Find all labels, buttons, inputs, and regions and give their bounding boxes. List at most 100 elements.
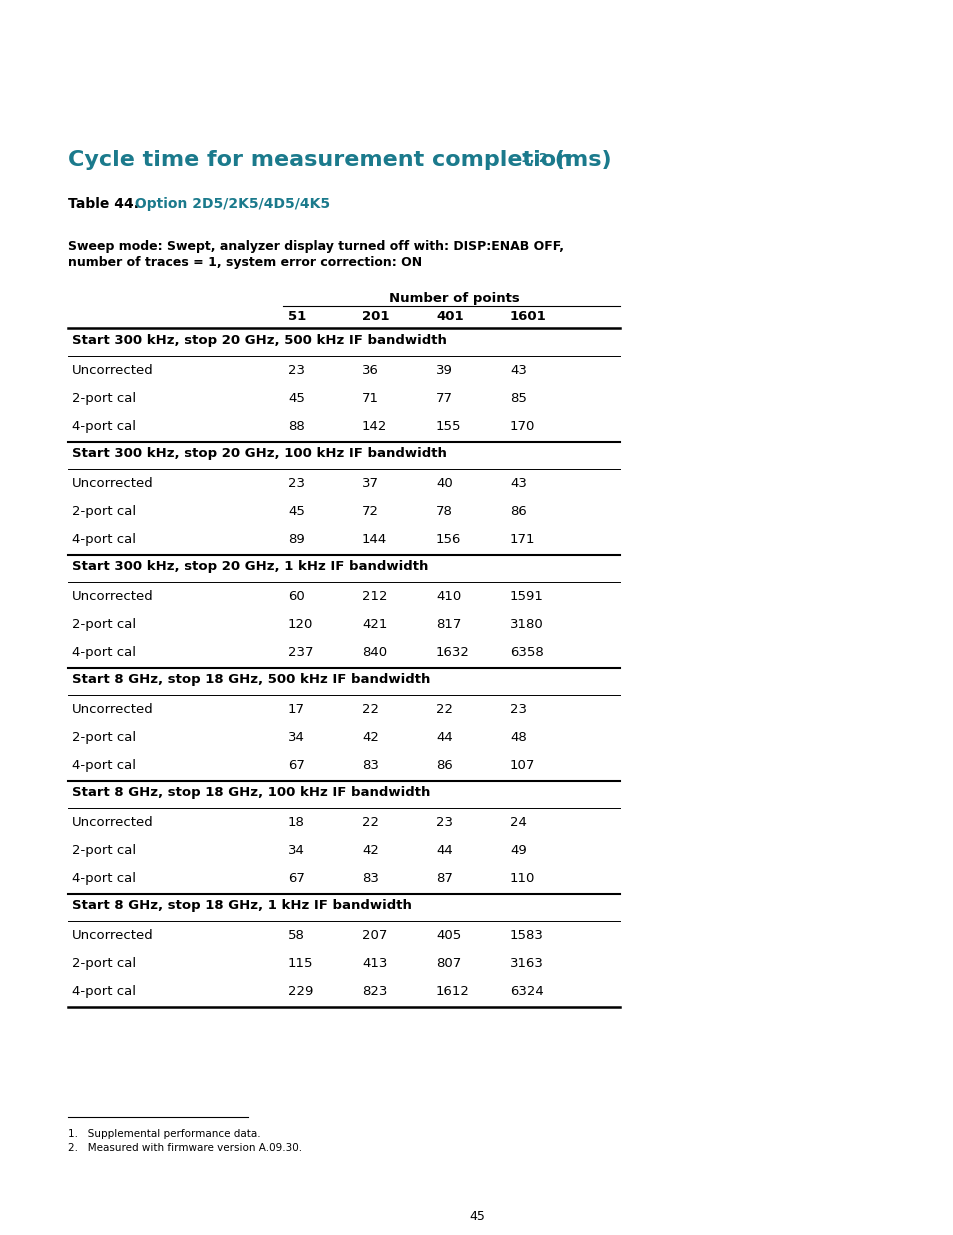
Text: 142: 142 <box>361 420 387 433</box>
Text: 3180: 3180 <box>510 618 543 631</box>
Text: 1591: 1591 <box>510 590 543 603</box>
Text: 86: 86 <box>510 505 526 517</box>
Text: 6324: 6324 <box>510 986 543 998</box>
Text: 4-port cal: 4-port cal <box>71 760 136 772</box>
Text: 43: 43 <box>510 364 526 377</box>
Text: (ms): (ms) <box>546 149 611 170</box>
Text: Start 8 GHz, stop 18 GHz, 1 kHz IF bandwidth: Start 8 GHz, stop 18 GHz, 1 kHz IF bandw… <box>71 899 412 911</box>
Text: 67: 67 <box>288 872 305 885</box>
Text: 34: 34 <box>288 844 305 857</box>
Text: 201: 201 <box>361 310 389 324</box>
Text: 2.   Measured with firmware version A.09.30.: 2. Measured with firmware version A.09.3… <box>68 1144 302 1153</box>
Text: Cycle time for measurement completion: Cycle time for measurement completion <box>68 149 572 170</box>
Text: 34: 34 <box>288 731 305 743</box>
Text: 2-port cal: 2-port cal <box>71 391 136 405</box>
Text: number of traces = 1, system error correction: ON: number of traces = 1, system error corre… <box>68 256 421 269</box>
Text: 4-port cal: 4-port cal <box>71 420 136 433</box>
Text: 2-port cal: 2-port cal <box>71 505 136 517</box>
Text: 67: 67 <box>288 760 305 772</box>
Text: 23: 23 <box>436 816 453 829</box>
Text: 89: 89 <box>288 534 304 546</box>
Text: Sweep mode: Swept, analyzer display turned off with: DISP:ENAB OFF,: Sweep mode: Swept, analyzer display turn… <box>68 240 563 253</box>
Text: 17: 17 <box>288 703 305 716</box>
Text: 4-port cal: 4-port cal <box>71 872 136 885</box>
Text: Table 44.: Table 44. <box>68 198 139 211</box>
Text: 40: 40 <box>436 477 453 490</box>
Text: 42: 42 <box>361 844 378 857</box>
Text: 156: 156 <box>436 534 461 546</box>
Text: 1, 2: 1, 2 <box>520 152 547 165</box>
Text: 45: 45 <box>288 391 305 405</box>
Text: 83: 83 <box>361 760 378 772</box>
Text: 4-port cal: 4-port cal <box>71 986 136 998</box>
Text: 37: 37 <box>361 477 378 490</box>
Text: 23: 23 <box>510 703 526 716</box>
Text: 83: 83 <box>361 872 378 885</box>
Text: 115: 115 <box>288 957 314 969</box>
Text: 413: 413 <box>361 957 387 969</box>
Text: 817: 817 <box>436 618 461 631</box>
Text: 1632: 1632 <box>436 646 470 659</box>
Text: 155: 155 <box>436 420 461 433</box>
Text: 23: 23 <box>288 364 305 377</box>
Text: Option 2D5/2K5/4D5/4K5: Option 2D5/2K5/4D5/4K5 <box>130 198 330 211</box>
Text: 2-port cal: 2-port cal <box>71 618 136 631</box>
Text: 43: 43 <box>510 477 526 490</box>
Text: 3163: 3163 <box>510 957 543 969</box>
Text: Start 300 kHz, stop 20 GHz, 500 kHz IF bandwidth: Start 300 kHz, stop 20 GHz, 500 kHz IF b… <box>71 333 446 347</box>
Text: 1.   Supplemental performance data.: 1. Supplemental performance data. <box>68 1129 260 1139</box>
Text: 1583: 1583 <box>510 929 543 942</box>
Text: 410: 410 <box>436 590 460 603</box>
Text: 72: 72 <box>361 505 378 517</box>
Text: 58: 58 <box>288 929 305 942</box>
Text: 36: 36 <box>361 364 378 377</box>
Text: 2-port cal: 2-port cal <box>71 844 136 857</box>
Text: 2-port cal: 2-port cal <box>71 731 136 743</box>
Text: 120: 120 <box>288 618 313 631</box>
Text: 49: 49 <box>510 844 526 857</box>
Text: 110: 110 <box>510 872 535 885</box>
Text: Start 300 kHz, stop 20 GHz, 1 kHz IF bandwidth: Start 300 kHz, stop 20 GHz, 1 kHz IF ban… <box>71 559 428 573</box>
Text: 18: 18 <box>288 816 305 829</box>
Text: 60: 60 <box>288 590 304 603</box>
Text: 86: 86 <box>436 760 453 772</box>
Text: 23: 23 <box>288 477 305 490</box>
Text: 78: 78 <box>436 505 453 517</box>
Text: 39: 39 <box>436 364 453 377</box>
Text: 24: 24 <box>510 816 526 829</box>
Text: 2-port cal: 2-port cal <box>71 957 136 969</box>
Text: 405: 405 <box>436 929 460 942</box>
Text: 170: 170 <box>510 420 535 433</box>
Text: 42: 42 <box>361 731 378 743</box>
Text: Uncorrected: Uncorrected <box>71 816 153 829</box>
Text: 237: 237 <box>288 646 314 659</box>
Text: 6358: 6358 <box>510 646 543 659</box>
Text: Number of points: Number of points <box>388 291 518 305</box>
Text: 48: 48 <box>510 731 526 743</box>
Text: 421: 421 <box>361 618 387 631</box>
Text: Uncorrected: Uncorrected <box>71 590 153 603</box>
Text: 144: 144 <box>361 534 387 546</box>
Text: 4-port cal: 4-port cal <box>71 534 136 546</box>
Text: 71: 71 <box>361 391 378 405</box>
Text: 45: 45 <box>288 505 305 517</box>
Text: 171: 171 <box>510 534 535 546</box>
Text: 44: 44 <box>436 844 453 857</box>
Text: 51: 51 <box>288 310 306 324</box>
Text: 229: 229 <box>288 986 313 998</box>
Text: 85: 85 <box>510 391 526 405</box>
Text: 1612: 1612 <box>436 986 470 998</box>
Text: 22: 22 <box>436 703 453 716</box>
Text: 401: 401 <box>436 310 463 324</box>
Text: 107: 107 <box>510 760 535 772</box>
Text: 77: 77 <box>436 391 453 405</box>
Text: 823: 823 <box>361 986 387 998</box>
Text: Uncorrected: Uncorrected <box>71 929 153 942</box>
Text: Start 300 kHz, stop 20 GHz, 100 kHz IF bandwidth: Start 300 kHz, stop 20 GHz, 100 kHz IF b… <box>71 447 446 459</box>
Text: 4-port cal: 4-port cal <box>71 646 136 659</box>
Text: 807: 807 <box>436 957 460 969</box>
Text: 44: 44 <box>436 731 453 743</box>
Text: Uncorrected: Uncorrected <box>71 364 153 377</box>
Text: 87: 87 <box>436 872 453 885</box>
Text: Start 8 GHz, stop 18 GHz, 500 kHz IF bandwidth: Start 8 GHz, stop 18 GHz, 500 kHz IF ban… <box>71 673 430 685</box>
